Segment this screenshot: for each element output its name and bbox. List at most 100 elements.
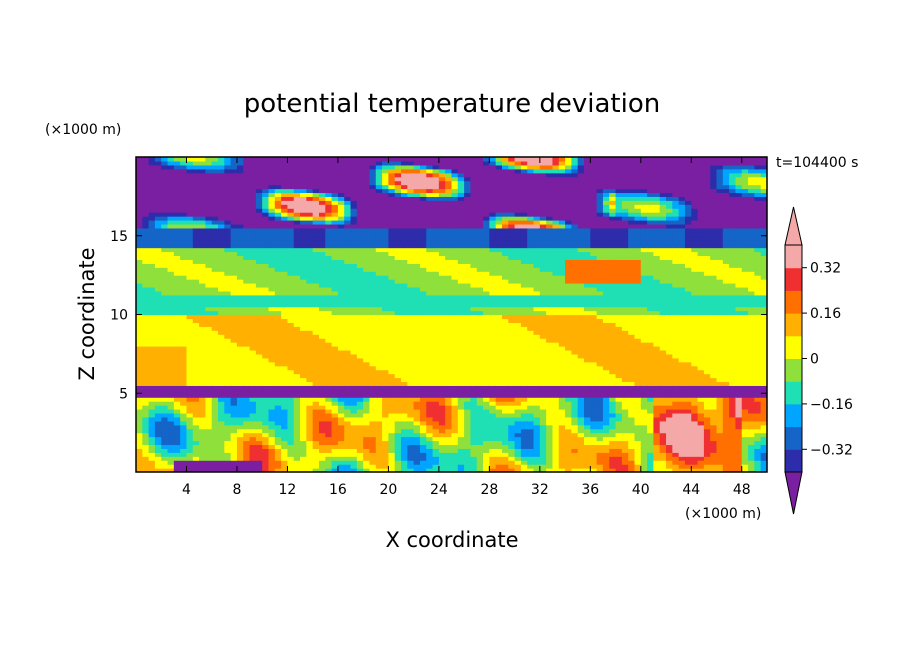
- heatmap-cell: [192, 267, 200, 272]
- heatmap-cell: [464, 338, 472, 343]
- heatmap-cell: [199, 353, 207, 359]
- heatmap-cell: [432, 200, 440, 205]
- heatmap-cell: [413, 365, 421, 371]
- heatmap-cell: [300, 424, 307, 430]
- heatmap-cell: [483, 405, 490, 410]
- heatmap-cell: [318, 294, 326, 300]
- heatmap-cell: [483, 349, 490, 355]
- heatmap-cell: [192, 436, 200, 442]
- heatmap-cell: [401, 424, 408, 430]
- heatmap-cell: [375, 397, 383, 402]
- heatmap-cell: [356, 235, 364, 241]
- heatmap-cell: [312, 377, 320, 383]
- heatmap-cell: [419, 196, 427, 201]
- heatmap-cell: [401, 393, 408, 398]
- heatmap-cell: [318, 212, 326, 217]
- heatmap-cell: [306, 365, 314, 371]
- heatmap-cell: [369, 243, 377, 249]
- heatmap-cell: [218, 164, 225, 170]
- heatmap-cell: [401, 275, 408, 280]
- heatmap-cell: [274, 204, 282, 209]
- heatmap-cell: [489, 464, 497, 469]
- heatmap-cell: [268, 302, 276, 308]
- heatmap-cell: [136, 196, 143, 201]
- heatmap-cell: [451, 212, 459, 217]
- heatmap-cell: [350, 247, 358, 253]
- heatmap-cell: [363, 334, 371, 339]
- heatmap-cell: [268, 251, 276, 257]
- heatmap-cell: [438, 216, 446, 221]
- heatmap-cell: [243, 338, 251, 343]
- heatmap-cell: [173, 444, 181, 449]
- heatmap-cell: [249, 212, 257, 217]
- heatmap-cell: [148, 290, 156, 296]
- heatmap-cell: [287, 318, 295, 323]
- heatmap-cell: [438, 204, 446, 209]
- heatmap-cell: [218, 310, 225, 316]
- heatmap-cell: [489, 255, 497, 260]
- heatmap-cell: [167, 235, 175, 241]
- heatmap-cell: [407, 452, 415, 457]
- heatmap-cell: [154, 160, 162, 166]
- heatmap-cell: [224, 318, 232, 323]
- heatmap-cell: [394, 247, 402, 253]
- heatmap-cell: [394, 330, 402, 335]
- heatmap-cell: [388, 259, 396, 264]
- heatmap-cell: [394, 468, 402, 472]
- heatmap-cell: [262, 298, 270, 304]
- heatmap-cell: [527, 405, 535, 410]
- heatmap-cell: [489, 172, 497, 178]
- heatmap-cell: [527, 377, 535, 383]
- heatmap-cell: [483, 157, 490, 162]
- heatmap-cell: [148, 251, 156, 257]
- heatmap-cell: [394, 200, 402, 205]
- heatmap-cell: [407, 389, 415, 394]
- heatmap-cell: [520, 428, 528, 434]
- heatmap-cell: [173, 310, 181, 316]
- heatmap-cell: [369, 283, 377, 288]
- heatmap-cell: [262, 188, 270, 194]
- heatmap-cell: [407, 168, 415, 174]
- heatmap-cell: [243, 172, 251, 178]
- heatmap-cell: [508, 326, 516, 331]
- heatmap-cell: [495, 212, 503, 217]
- heatmap-cell: [224, 460, 232, 465]
- heatmap-cell: [350, 200, 358, 205]
- heatmap-cell: [186, 416, 194, 422]
- heatmap-cell: [451, 322, 459, 327]
- heatmap-cell: [180, 216, 188, 221]
- heatmap-cell: [180, 456, 188, 461]
- heatmap-cell: [508, 322, 516, 327]
- heatmap-cell: [161, 464, 169, 469]
- heatmap-cell: [249, 401, 257, 406]
- heatmap-cell: [142, 412, 150, 418]
- heatmap-cell: [293, 401, 301, 406]
- heatmap-cell: [520, 436, 528, 442]
- heatmap-cell: [161, 212, 169, 217]
- heatmap-cell: [312, 369, 320, 375]
- heatmap-cell: [142, 160, 150, 166]
- heatmap-cell: [218, 342, 225, 347]
- heatmap-cell: [300, 452, 307, 457]
- heatmap-cell: [438, 322, 446, 327]
- heatmap-cell: [192, 440, 200, 446]
- heatmap-cell: [426, 393, 434, 398]
- heatmap-cell: [249, 306, 257, 312]
- heatmap-cell: [218, 231, 225, 237]
- heatmap-cell: [300, 239, 307, 245]
- heatmap-cell: [218, 436, 225, 442]
- heatmap-cell: [520, 452, 528, 457]
- heatmap-cell: [508, 365, 516, 371]
- heatmap-cell: [167, 255, 175, 260]
- heatmap-cell: [243, 298, 251, 304]
- heatmap-cell: [192, 314, 200, 320]
- heatmap-cell: [199, 267, 207, 272]
- heatmap-cell: [192, 310, 200, 316]
- heatmap-cell: [161, 353, 169, 359]
- heatmap-cell: [180, 326, 188, 331]
- heatmap-cell: [243, 184, 251, 190]
- heatmap-cell: [419, 448, 427, 453]
- heatmap-cell: [451, 338, 459, 343]
- heatmap-cell: [192, 405, 200, 410]
- heatmap-cell: [300, 157, 307, 162]
